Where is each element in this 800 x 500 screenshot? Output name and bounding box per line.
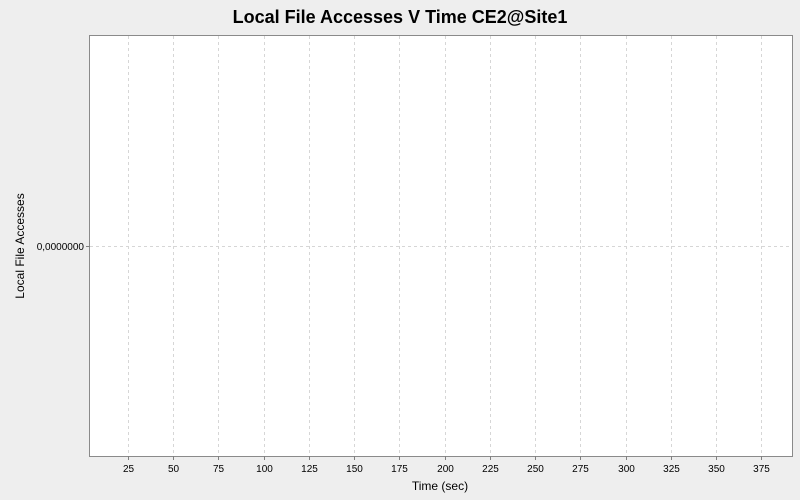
x-tick-label: 150 (346, 464, 363, 475)
x-tick-label: 125 (301, 464, 318, 475)
y-tick-label: 0,0000000 (37, 242, 85, 253)
x-axis-label: Time (sec) (412, 479, 468, 493)
x-tick-label: 175 (391, 464, 408, 475)
y-axis-ticks: 0,0000000 (37, 242, 90, 253)
x-tick-label: 250 (527, 464, 544, 475)
x-tick-label: 100 (256, 464, 273, 475)
x-tick-label: 25 (123, 464, 135, 475)
x-tick-label: 50 (168, 464, 180, 475)
x-tick-label: 75 (213, 464, 225, 475)
x-tick-label: 325 (663, 464, 680, 475)
x-tick-label: 225 (482, 464, 499, 475)
x-tick-label: 200 (437, 464, 454, 475)
y-axis-label: Local File Accesses (13, 193, 27, 298)
x-tick-label: 275 (572, 464, 589, 475)
chart-title: Local File Accesses V Time CE2@Site1 (233, 7, 568, 27)
x-tick-label: 300 (618, 464, 635, 475)
x-tick-label: 350 (708, 464, 725, 475)
x-tick-label: 375 (753, 464, 770, 475)
x-axis-ticks: 25 50 75 100 125 150 175 200 225 250 275 300 325 350 3… (123, 456, 770, 475)
